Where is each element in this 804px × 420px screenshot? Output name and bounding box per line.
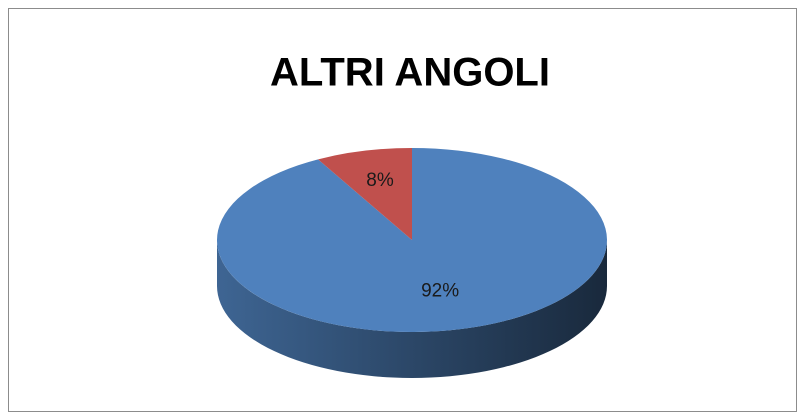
pie-side (217, 240, 607, 378)
pie-slice (318, 148, 412, 240)
chart-title: ALTRI ANGOLI (270, 51, 550, 95)
data-label: 8% (366, 170, 394, 191)
data-label: 92% (421, 281, 459, 302)
pie-slice (217, 148, 608, 332)
